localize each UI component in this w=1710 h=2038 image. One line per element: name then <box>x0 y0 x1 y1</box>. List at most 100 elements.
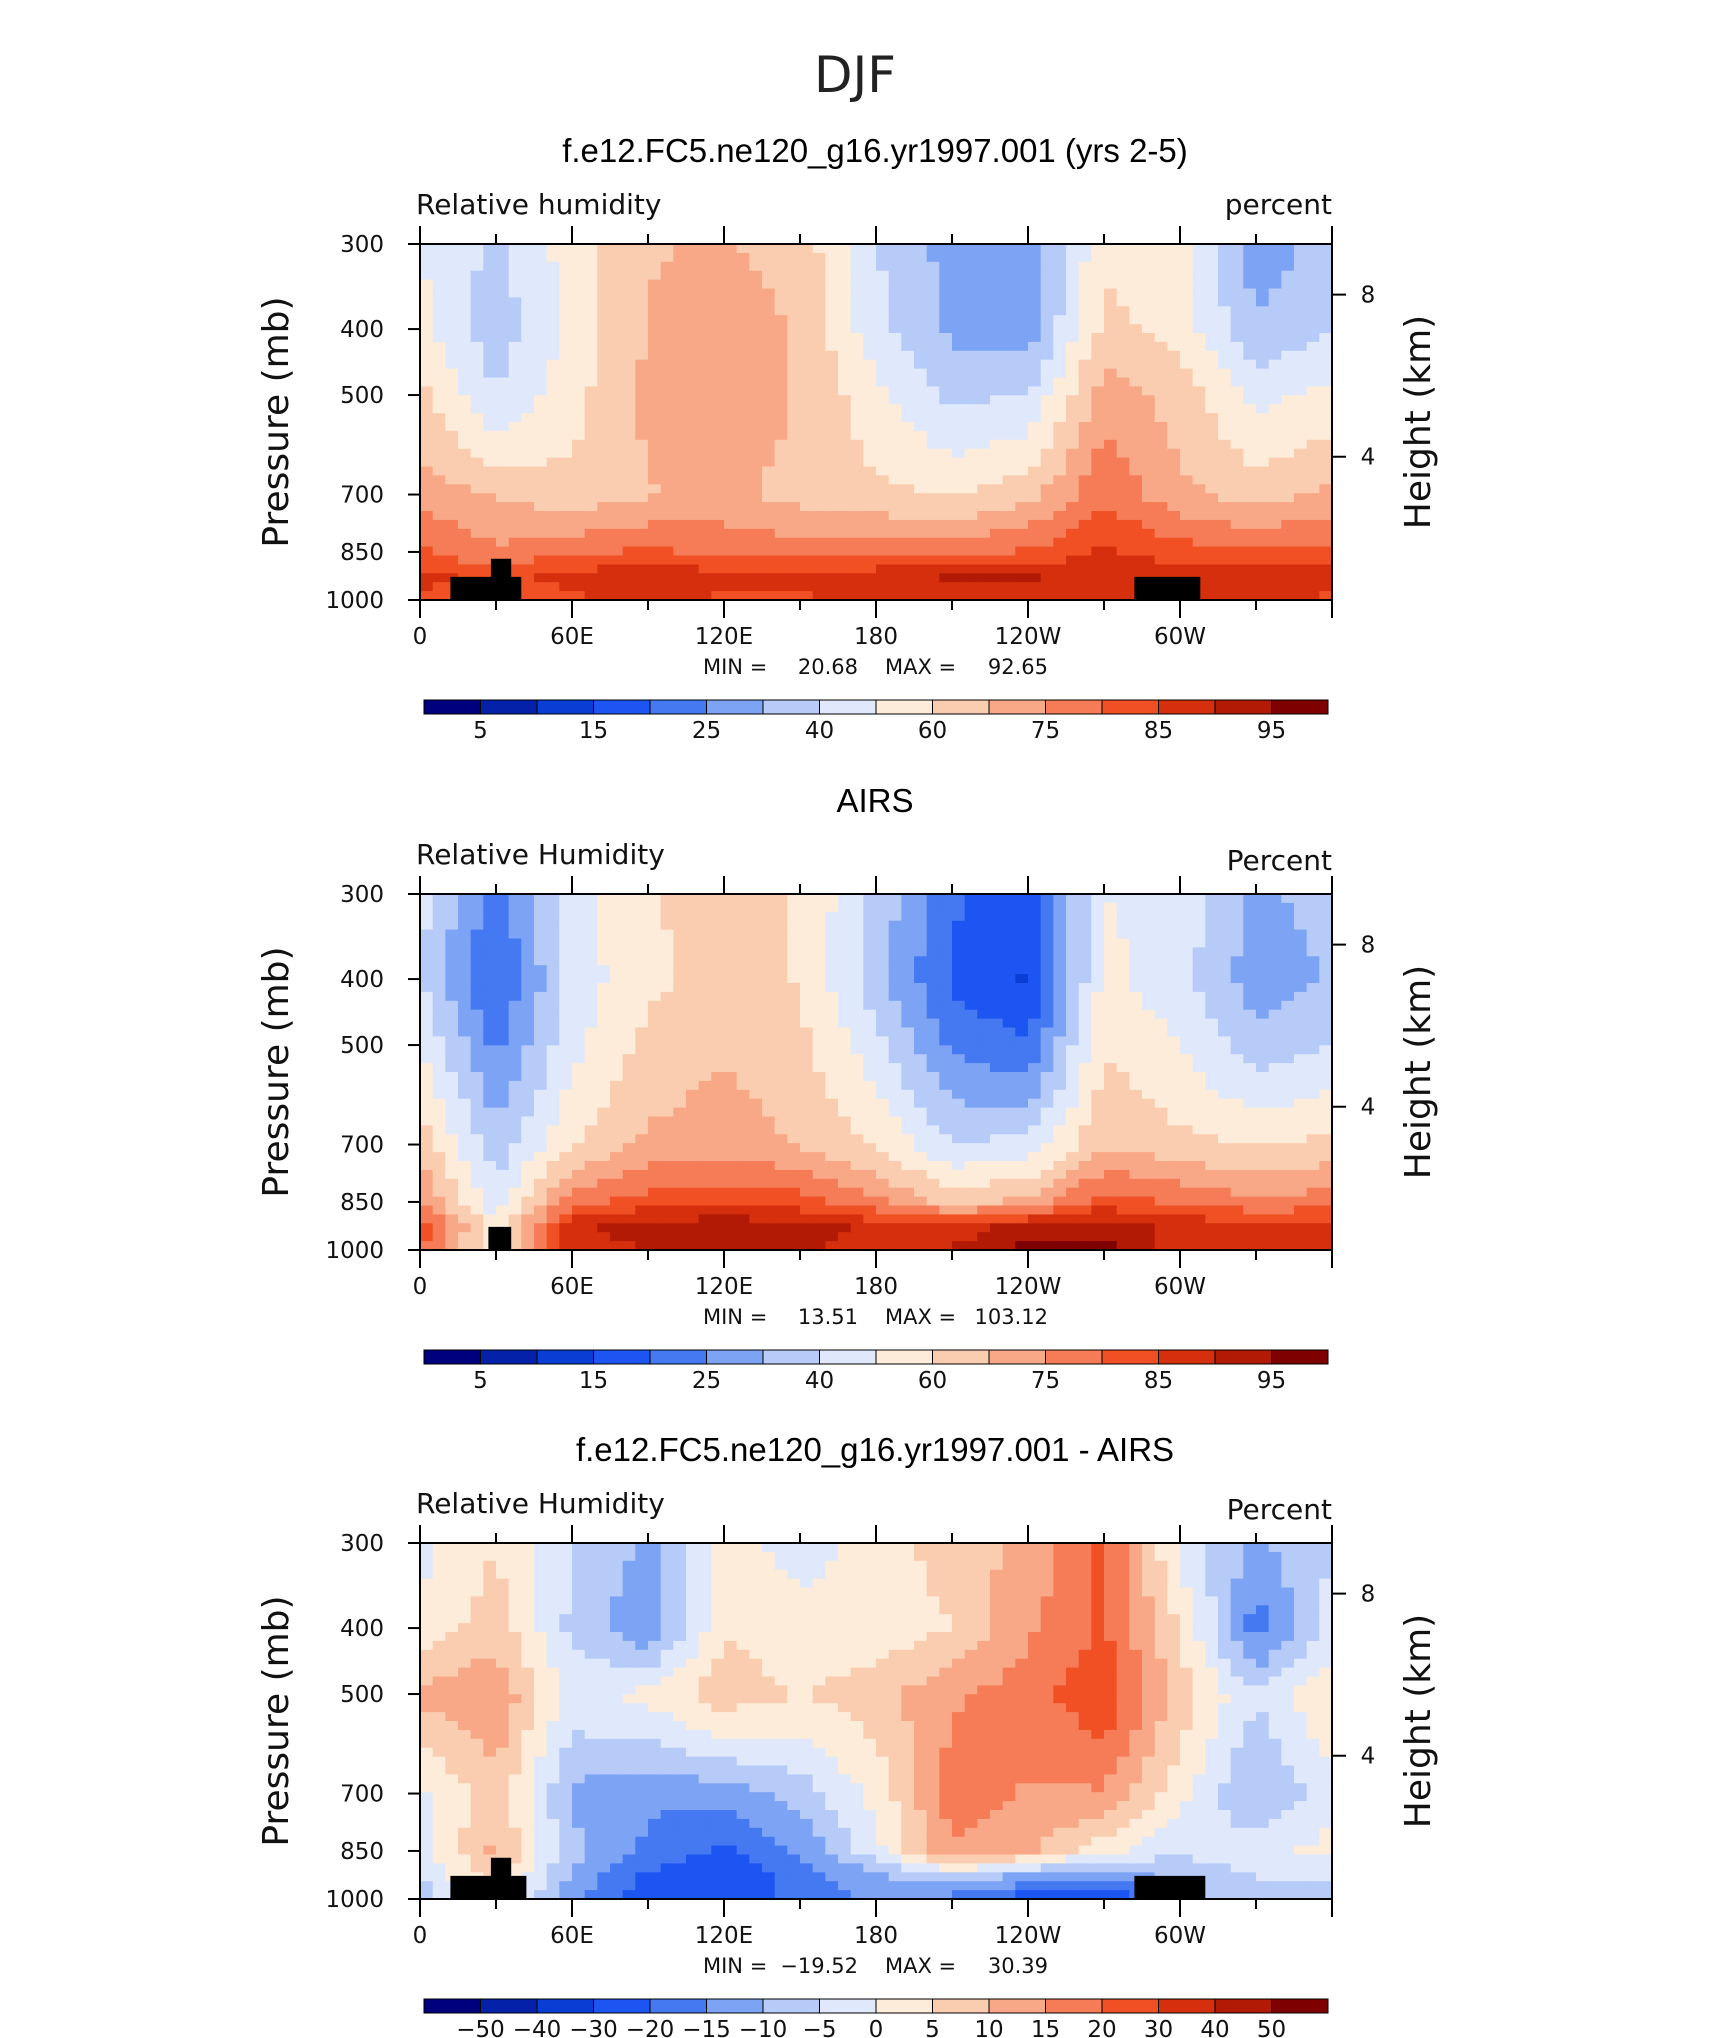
field-cell <box>901 1054 915 1064</box>
field-cell <box>774 519 788 530</box>
field-cell <box>572 1143 586 1153</box>
field-cell <box>825 519 839 530</box>
field-cell <box>926 528 940 539</box>
field-cell <box>597 582 611 592</box>
field-cell <box>800 1027 814 1037</box>
field-cell <box>901 413 915 423</box>
field-cell <box>1294 288 1308 298</box>
field-cell <box>964 911 978 922</box>
field-cell <box>1230 519 1244 530</box>
field-cell <box>888 395 902 405</box>
field-cell <box>762 306 776 316</box>
field-cell <box>673 894 687 904</box>
field-cell <box>1116 404 1130 414</box>
field-cell <box>445 974 459 984</box>
field-cell <box>483 1045 497 1055</box>
field-cell <box>749 261 763 272</box>
field-cell <box>1243 546 1257 557</box>
field-cell <box>724 1232 738 1242</box>
field-cell <box>648 368 662 379</box>
field-cell <box>1002 1232 1016 1242</box>
field-cell <box>812 1116 826 1126</box>
field-cell <box>1053 974 1067 984</box>
field-cell <box>812 1098 826 1109</box>
field-cell <box>952 564 966 574</box>
field-cell <box>1230 546 1244 557</box>
field-cell <box>508 1134 522 1144</box>
field-cell <box>964 1223 978 1233</box>
field-cell <box>914 386 928 396</box>
field-cell <box>534 947 548 957</box>
field-cell <box>1319 297 1332 307</box>
field-cell <box>1306 279 1320 290</box>
field-cell <box>648 1018 662 1029</box>
field-cell <box>1205 244 1219 254</box>
field-cell <box>724 1072 738 1082</box>
field-cell <box>635 430 649 441</box>
field-cell <box>521 1196 535 1207</box>
field-cell <box>521 466 535 476</box>
field-cell <box>458 324 472 334</box>
field-cell <box>610 466 624 476</box>
field-cell <box>483 1089 497 1100</box>
field-cell <box>1256 439 1270 450</box>
field-cell <box>977 270 991 281</box>
field-cell <box>774 368 788 379</box>
field-cell <box>420 1018 434 1029</box>
field-cell <box>622 1178 636 1189</box>
field-cell <box>749 911 763 922</box>
field-cell <box>926 368 940 379</box>
field-cell <box>546 279 560 290</box>
field-cell <box>458 288 472 298</box>
field-cell <box>1218 306 1232 316</box>
field-cell <box>1053 1009 1067 1020</box>
field-cell <box>774 1072 788 1082</box>
field-cell <box>1129 564 1143 574</box>
field-cell <box>711 894 725 904</box>
field-cell <box>939 519 953 530</box>
field-cell <box>1053 1072 1067 1082</box>
field-cell <box>850 956 864 966</box>
field-cell <box>432 582 446 592</box>
field-cell <box>572 386 586 396</box>
field-cell <box>1230 350 1244 361</box>
field-cell <box>1205 466 1219 476</box>
field-cell <box>749 1018 763 1029</box>
field-cell <box>888 1000 902 1011</box>
field-cell <box>952 1187 966 1198</box>
field-cell <box>559 1214 573 1224</box>
field-cell <box>635 1045 649 1055</box>
field-cell <box>483 439 497 450</box>
field-cell <box>952 1054 966 1064</box>
field-cell <box>1205 546 1219 557</box>
field-cell <box>534 511 548 521</box>
field-cell <box>686 1223 700 1233</box>
field-cell <box>863 555 877 565</box>
field-cell <box>584 947 598 957</box>
field-cell <box>420 974 434 984</box>
field-cell <box>508 1107 522 1118</box>
field-cell <box>724 448 738 459</box>
field-cell <box>1268 306 1282 316</box>
field-cell <box>686 1161 700 1171</box>
field-cell <box>432 1125 446 1135</box>
field-cell <box>1104 359 1118 370</box>
field-cell <box>901 404 915 414</box>
field-cell <box>1053 341 1067 352</box>
field-cell <box>470 947 484 957</box>
field-cell <box>686 929 700 940</box>
field-cell <box>1230 324 1244 334</box>
field-cell <box>952 297 966 307</box>
field-cell <box>432 1223 446 1233</box>
field-cell <box>610 920 624 931</box>
field-cell <box>964 279 978 290</box>
field-cell <box>648 582 662 592</box>
field-cell <box>825 324 839 334</box>
panel-title: f.e12.FC5.ne120_g16.yr1997.001 (yrs 2-5) <box>562 132 1188 169</box>
field-cell <box>496 956 510 966</box>
field-cell <box>420 1187 434 1198</box>
field-cell <box>977 1161 991 1171</box>
field-cell <box>724 297 738 307</box>
field-cell <box>1167 448 1181 459</box>
field-cell <box>990 1152 1004 1162</box>
